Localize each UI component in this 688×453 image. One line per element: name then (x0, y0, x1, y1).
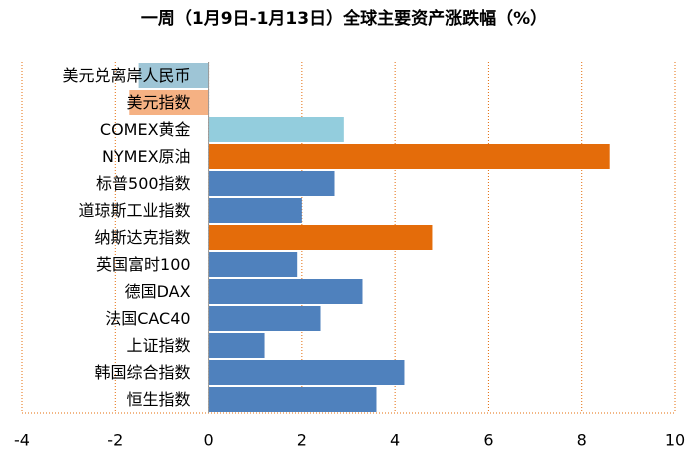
bar (208, 117, 344, 142)
bar (138, 63, 209, 88)
x-tick-label: 8 (577, 431, 587, 450)
x-tick-label: -2 (107, 431, 123, 450)
x-tick-label: 2 (297, 431, 307, 450)
bar (208, 225, 433, 250)
x-tick-label: 6 (483, 431, 493, 450)
x-tick-label: -4 (14, 431, 30, 450)
bar (208, 387, 377, 412)
chart-title: 一周（1月9日-1月13日）全球主要资产涨跌幅（%） (141, 8, 547, 29)
x-tick-label: 10 (665, 431, 685, 450)
bar (208, 252, 298, 277)
y-tick-label: 纳斯达克指数 (95, 228, 191, 247)
y-tick-label: COMEX黄金 (100, 120, 191, 139)
y-tick-label: NYMEX原油 (102, 147, 191, 166)
bar (208, 198, 302, 223)
bar (208, 333, 265, 358)
y-tick-label: 道琼斯工业指数 (79, 201, 191, 220)
y-tick-label: 美元指数 (127, 93, 191, 112)
y-tick-label: 法国CAC40 (105, 309, 190, 328)
y-tick-label: 韩国综合指数 (95, 363, 191, 382)
y-tick-label: 德国DAX (125, 282, 191, 301)
y-tick-label: 美元兑离岸人民币 (63, 66, 191, 85)
x-tick-label: 4 (390, 431, 400, 450)
y-tick-label: 恒生指数 (127, 390, 191, 409)
x-tick-label: 0 (203, 431, 213, 450)
bar (208, 144, 610, 169)
bar (208, 360, 405, 385)
bar (208, 171, 335, 196)
y-tick-label: 英国富时100 (96, 255, 191, 274)
bar (208, 279, 363, 304)
bar (208, 306, 321, 331)
bar (129, 90, 209, 115)
y-tick-label: 上证指数 (127, 336, 191, 355)
y-tick-label: 标普500指数 (96, 174, 191, 193)
